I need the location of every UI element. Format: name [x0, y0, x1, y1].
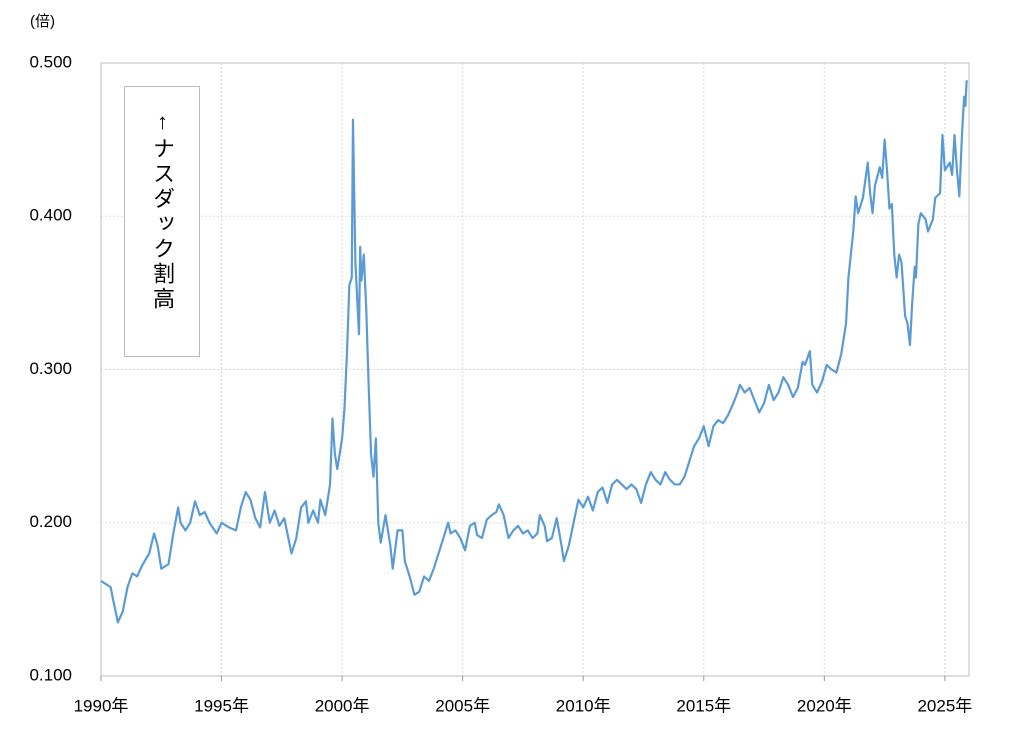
- x-tick-label: 2025年: [917, 696, 972, 715]
- x-tick-label: 1995年: [194, 696, 249, 715]
- x-tick-label: 2000年: [315, 696, 370, 715]
- annotation-box: ↑ナスダック割高: [124, 86, 200, 357]
- y-tick-label: 0.500: [29, 52, 72, 71]
- annotation: ↑ナスダック割高: [150, 109, 175, 312]
- y-tick-label: 0.100: [29, 665, 72, 684]
- plot-frame: [100, 62, 970, 677]
- x-tick-label: 2005年: [435, 696, 490, 715]
- x-tick-label: 1990年: [74, 696, 129, 715]
- y-tick-label: 0.300: [29, 359, 72, 378]
- y-tick-label: 0.400: [29, 206, 72, 225]
- data-line: [100, 80, 968, 624]
- x-tick-label: 2010年: [556, 696, 611, 715]
- x-tick-label: 2015年: [676, 696, 731, 715]
- unit-label: (倍): [30, 13, 55, 30]
- y-tick-label: 0.200: [29, 512, 72, 531]
- x-tick-label: 2020年: [797, 696, 852, 715]
